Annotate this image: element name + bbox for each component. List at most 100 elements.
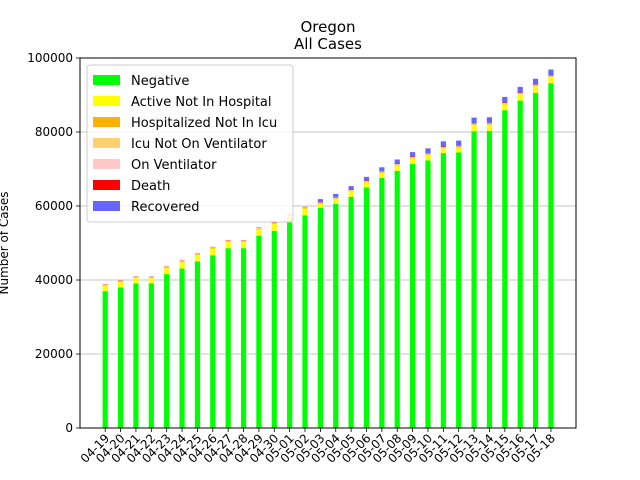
bar-recovered <box>517 86 523 93</box>
y-tick-label: 0 <box>65 421 73 435</box>
bar-negative <box>317 207 323 428</box>
bar-hospitalized-not-in-icu <box>117 281 124 282</box>
y-tick-label: 20000 <box>35 347 73 361</box>
bar-hospitalized-not-in-icu <box>102 284 108 286</box>
bar-recovered <box>456 140 462 146</box>
bars <box>102 69 554 429</box>
bar-active-not-in-hospital <box>302 208 308 216</box>
bar-recovered <box>548 69 554 76</box>
bar-active-not-in-hospital <box>271 224 277 231</box>
bar-hospitalized-not-in-icu <box>379 171 385 173</box>
bar-hospitalized-not-in-icu <box>164 267 170 269</box>
bar-active-not-in-hospital <box>179 262 185 269</box>
bar-recovered <box>333 193 339 198</box>
bar-recovered <box>394 159 400 164</box>
bar-hospitalized-not-in-icu <box>363 181 370 183</box>
bar-hospitalized-not-in-icu <box>271 223 277 225</box>
legend-label: Negative <box>131 74 189 89</box>
bar-active-not-in-hospital <box>456 147 462 153</box>
bar-hospitalized-not-in-icu <box>471 124 477 125</box>
bar-active-not-in-hospital <box>117 281 124 288</box>
bar-hospitalized-not-in-icu <box>333 198 339 199</box>
legend-label: On Ventilator <box>131 158 217 173</box>
bar-hospitalized-not-in-icu <box>425 154 431 155</box>
bar-recovered <box>486 117 493 123</box>
bar-recovered <box>471 117 477 124</box>
bar-negative <box>394 170 400 428</box>
bar-negative <box>410 163 416 428</box>
legend-label: Icu Not On Ventilator <box>131 137 267 152</box>
bar-hospitalized-not-in-icu <box>148 277 154 279</box>
bar-hospitalized-not-in-icu <box>225 241 231 242</box>
bar-negative <box>548 83 554 428</box>
bar-negative <box>256 235 262 428</box>
bar-negative <box>271 230 277 428</box>
bar-hospitalized-not-in-icu <box>456 146 462 148</box>
bar-recovered <box>379 167 385 171</box>
bar-recovered <box>532 78 539 85</box>
bar-negative <box>117 287 124 428</box>
bar-hospitalized-not-in-icu <box>240 241 247 242</box>
bar-recovered <box>317 199 323 203</box>
bar-active-not-in-hospital <box>240 241 247 249</box>
legend-label: Recovered <box>131 200 200 215</box>
bar-recovered <box>410 152 416 157</box>
bar-active-not-in-hospital <box>517 94 523 101</box>
bar-hospitalized-not-in-icu <box>517 93 523 95</box>
bar-negative <box>148 283 154 428</box>
bar-active-not-in-hospital <box>548 76 554 84</box>
bar-hospitalized-not-in-icu <box>532 85 539 87</box>
bar-negative <box>379 177 385 428</box>
legend-swatch <box>93 138 120 148</box>
bar-active-not-in-hospital <box>502 104 508 111</box>
bar-hospitalized-not-in-icu <box>486 123 493 125</box>
legend-swatch <box>93 180 120 190</box>
legend-swatch <box>93 201 120 211</box>
y-axis: 0 20000 40000 60000 80000 100000 <box>27 51 80 435</box>
bar-negative <box>363 187 370 428</box>
bar-active-not-in-hospital <box>133 278 139 284</box>
bar-death <box>517 92 523 93</box>
bar-active-not-in-hospital <box>394 165 400 171</box>
bar-hospitalized-not-in-icu <box>394 164 400 166</box>
bar-negative <box>210 255 216 428</box>
bar-active-not-in-hospital <box>348 191 354 197</box>
bar-hospitalized-not-in-icu <box>133 277 139 279</box>
bar-negative <box>133 283 139 428</box>
bar-recovered <box>425 148 431 154</box>
bar-negative <box>425 160 431 429</box>
bar-active-not-in-hospital <box>225 241 231 249</box>
bar-negative <box>502 110 508 429</box>
y-tick-label: 80000 <box>35 125 73 139</box>
bar-active-not-in-hospital <box>333 198 339 204</box>
bar-negative <box>532 92 539 428</box>
bar-active-not-in-hospital <box>256 229 262 236</box>
legend-swatch <box>93 75 120 85</box>
bar-negative <box>302 215 308 428</box>
legend-label: Death <box>131 179 170 194</box>
bar-hospitalized-not-in-icu <box>256 228 262 230</box>
bar-negative <box>179 268 185 428</box>
bar-negative <box>440 153 446 428</box>
bar-death <box>532 84 539 85</box>
bar-negative <box>471 131 477 428</box>
bar-active-not-in-hospital <box>317 203 323 208</box>
bar-active-not-in-hospital <box>410 158 416 164</box>
y-tick-label: 60000 <box>35 199 73 213</box>
bar-negative <box>348 196 354 428</box>
bar-active-not-in-hospital <box>471 124 477 132</box>
bar-active-not-in-hospital <box>532 86 539 93</box>
bar-negative <box>102 291 108 428</box>
bar-hospitalized-not-in-icu <box>317 203 323 204</box>
y-tick-label: 40000 <box>35 273 73 287</box>
bar-death <box>548 75 554 76</box>
legend: Negative Active Not In Hospital Hospitaliz… <box>86 64 294 223</box>
chart-subtitle: All Cases <box>294 35 362 53</box>
bar-negative <box>225 248 231 428</box>
bar-active-not-in-hospital <box>194 255 201 262</box>
bar-active-not-in-hospital <box>102 285 108 292</box>
x-axis: 04-1904-2004-2104-2204-2304-2404-2504-26… <box>78 428 558 466</box>
bar-negative <box>240 248 247 428</box>
bar-negative <box>194 261 201 428</box>
